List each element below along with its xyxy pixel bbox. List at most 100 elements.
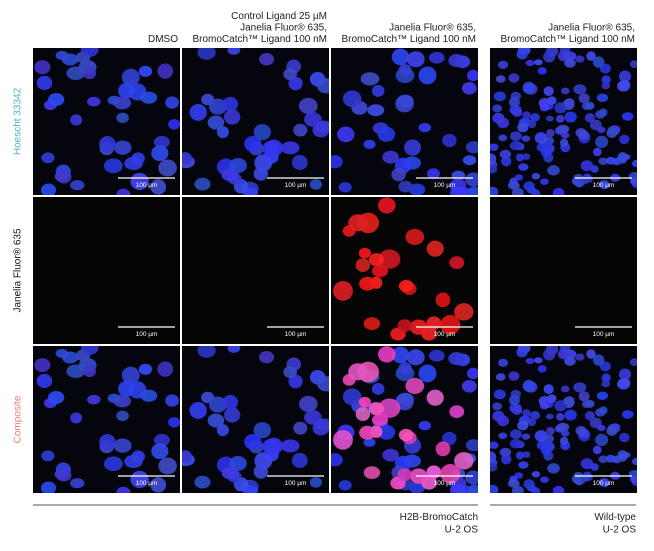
labeled-cell: [440, 315, 461, 335]
nucleus: [223, 109, 241, 125]
nucleus: [592, 445, 602, 455]
nucleus: [418, 122, 431, 133]
nucleus: [47, 93, 65, 106]
nucleus: [618, 70, 632, 83]
nucleus: [619, 432, 630, 443]
nucleus: [216, 126, 229, 139]
nucleus: [408, 183, 426, 195]
micrograph: 100 µm: [490, 346, 637, 493]
nucleus: [606, 426, 618, 436]
nucleus: [331, 155, 343, 169]
labeled-cell: [371, 264, 389, 278]
nucleus: [371, 85, 385, 97]
nucleus: [530, 411, 541, 420]
nucleus: [223, 407, 241, 423]
nucleus: [555, 114, 565, 123]
nucleus: [428, 51, 445, 64]
nucleus: [522, 153, 531, 160]
nucleus: [124, 454, 143, 469]
nucleus: [554, 400, 567, 412]
labeled-cell: [348, 363, 368, 381]
nucleus: [70, 114, 83, 126]
nucleus: [527, 119, 537, 129]
nucleus: [194, 475, 211, 489]
nucleus: [579, 178, 588, 185]
nucleus: [360, 72, 380, 86]
nucleus: [540, 445, 552, 456]
nucleus: [490, 463, 498, 472]
labeled-cell: [378, 249, 401, 269]
nucleus: [546, 128, 555, 138]
nucleus: [377, 126, 396, 142]
nucleus: [70, 478, 85, 489]
nucleus: [406, 51, 425, 68]
nucleus: [511, 485, 524, 493]
nucleus: [514, 472, 524, 479]
nucleus: [631, 457, 637, 466]
nucleus: [36, 75, 53, 91]
nucleus: [468, 484, 478, 493]
nucleus: [547, 96, 557, 105]
column-header: DMSO: [148, 34, 178, 45]
column-header: Control Ligand 25 µM: [231, 11, 327, 22]
micrograph: 100 µm: [33, 346, 180, 493]
nucleus: [116, 112, 129, 124]
nucleus: [521, 135, 531, 142]
nucleus: [55, 348, 69, 359]
column-header: BromoCatch™ Ligand 100 nM: [341, 34, 476, 45]
nucleus: [259, 53, 275, 66]
nucleus: [377, 424, 396, 440]
nucleus: [543, 348, 556, 361]
micrograph: 100 µm: [331, 197, 478, 344]
group-label: U-2 OS: [445, 525, 479, 536]
nucleus: [103, 456, 123, 472]
nucleus: [546, 426, 555, 436]
nucleus: [182, 450, 192, 463]
nucleus: [598, 478, 610, 488]
nucleus: [363, 139, 376, 149]
nucleus: [165, 394, 179, 407]
nucleus: [338, 182, 352, 193]
column-header: Janelia Fluor® 635,: [240, 23, 327, 34]
nucleus: [404, 139, 422, 156]
nucleus: [552, 485, 565, 493]
nucleus: [496, 415, 510, 427]
nucleus: [545, 413, 554, 420]
nucleus: [585, 399, 595, 408]
micrograph: 100 µm: [490, 48, 637, 195]
nucleus: [584, 411, 596, 421]
nucleus: [337, 126, 355, 143]
nucleus: [408, 481, 426, 493]
nucleus: [507, 479, 520, 488]
nucleus: [130, 172, 149, 191]
nucleus: [512, 405, 523, 416]
nucleus: [118, 82, 135, 99]
nucleus: [521, 433, 531, 440]
nucleus: [151, 443, 169, 460]
nucleus: [382, 150, 399, 164]
labeled-cell: [405, 228, 425, 246]
nucleus: [559, 138, 569, 148]
nucleus: [312, 420, 329, 436]
nucleus: [592, 354, 605, 366]
nucleus: [56, 171, 72, 184]
cells: [182, 346, 329, 493]
nucleus: [189, 104, 207, 121]
nucleus: [99, 434, 116, 451]
nucleus: [596, 93, 609, 102]
nucleus: [367, 104, 385, 117]
nucleus: [34, 358, 51, 373]
nucleus: [221, 168, 240, 182]
labeled-cell: [333, 430, 353, 450]
nucleus: [510, 429, 522, 440]
labeled-cell: [440, 464, 461, 484]
nucleus: [227, 48, 241, 55]
nucleus: [87, 394, 101, 405]
nucleus: [517, 420, 529, 431]
nucleus: [530, 113, 541, 122]
nucleus: [617, 450, 628, 460]
nucleus: [617, 378, 631, 390]
nucleus: [490, 143, 499, 151]
cells: [490, 48, 637, 195]
panel-background: [490, 346, 637, 493]
